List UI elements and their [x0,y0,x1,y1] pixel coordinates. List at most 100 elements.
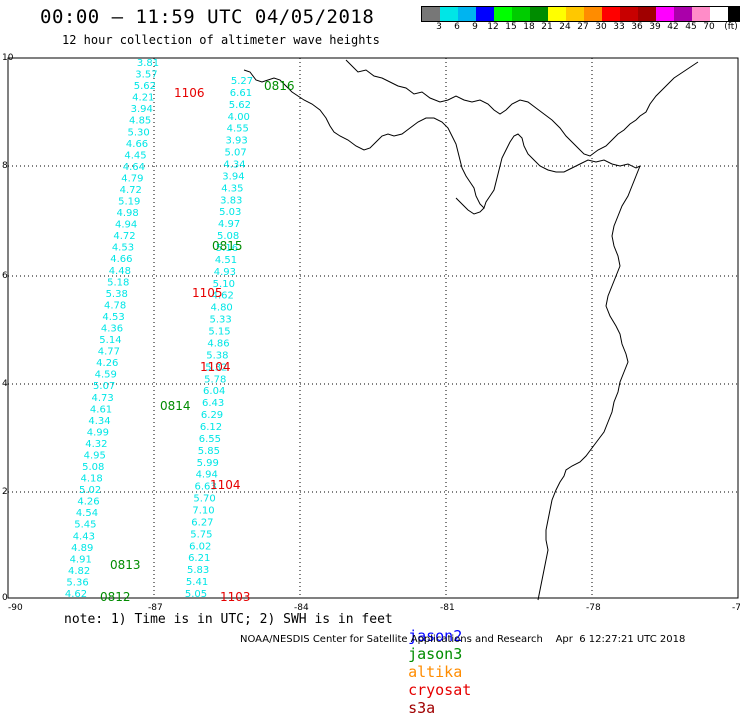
page-subtitle: 12 hour collection of altimeter wave hei… [62,33,380,47]
x-tick-label: -84 [294,603,309,613]
swh-value: 5.19 [118,197,140,208]
swh-value: 5.45 [74,520,96,531]
swh-value: 6.12 [200,422,222,433]
pass-time-label: 0813 [110,558,141,572]
colorbar-label: 3 [436,22,442,32]
page-title: 00:00 – 11:59 UTC 04/05/2018 [40,6,375,28]
map-canvas: -90-87-84-81-78-750246810 3.813.575.624.… [2,53,740,613]
colorbar-label: 12 [487,22,499,32]
x-tick-label: -81 [440,603,455,613]
swh-value: 4.66 [110,254,132,265]
x-tick-label: -87 [148,603,163,613]
swh-value: 4.86 [207,338,229,349]
swh-value: 5.07 [93,381,115,392]
x-tick-label: -90 [8,603,23,613]
colorbar-label: 27 [577,22,589,32]
colorbar-swatch [728,7,740,21]
colorbar-swatch [494,7,512,21]
swh-value: 5.75 [190,529,212,540]
swh-value: 5.38 [206,350,228,361]
map-frame [7,57,739,599]
swh-value: 6.61 [230,88,252,99]
swh-value: 6.04 [203,386,225,397]
colorbar-label: 18 [523,22,535,32]
swh-value: 6.29 [201,410,223,421]
swh-value: 6.02 [189,541,211,552]
swh-value: 7.10 [192,505,214,516]
swh-value: 4.73 [91,393,113,404]
colorbar-swatch [476,7,494,21]
legend-jason3: jason3 [408,645,463,663]
swh-value: 4.93 [214,267,236,278]
colorbar-swatch [530,7,548,21]
swh-value: 5.30 [127,127,149,138]
swh-value: 5.70 [193,494,215,505]
swh-value: 4.85 [129,116,151,127]
colorbar-swatch [548,7,566,21]
swh-value: 3.57 [135,70,157,81]
swh-value: 5.32 [205,362,227,373]
gulf-shore [455,197,485,215]
coastline [243,69,641,209]
colorbar-label: 9 [472,22,478,32]
swh-value: 4.72 [113,231,135,242]
swh-value: 4.94 [196,470,218,481]
colorbar-swatch [440,7,458,21]
swh-value: 4.62 [212,291,234,302]
swh-value: 4.80 [211,303,233,314]
pass-time-label: 1103 [220,590,251,604]
swh-value: 4.35 [221,183,243,194]
swh-value: 5.33 [209,315,231,326]
swh-value: 4.98 [117,208,139,219]
colorbar-label: 15 [505,22,517,32]
swh-value: 4.34 [88,416,110,427]
swh-value: 5.78 [204,374,226,385]
y-tick-label: 4 [2,379,8,389]
swh-value: 3.81 [137,58,159,69]
swh-value: 4.97 [218,219,240,230]
colorbar-label: 6 [454,22,460,32]
colorbar-swatch [458,7,476,21]
pass-time-label: 0812 [100,590,131,604]
legend-cryosat: cryosat [408,681,472,699]
colorbar-swatch [584,7,602,21]
pass-time-label: 1104 [210,478,241,492]
colorbar-swatch [674,7,692,21]
credit-footer: NOAA/NESDIS Center for Satellite Applica… [240,634,686,645]
swh-value: 5.15 [208,327,230,338]
swh-value: 5.16 [216,243,238,254]
pass-time-labels: 0816 1106 0815 1105 1104 0814 1104 0813 0812 1103 [100,79,295,604]
pass-time-label: 1104 [200,360,231,374]
swh-value: 5.14 [99,335,121,346]
swh-value: 4.62 [65,589,87,600]
colorbar-label: 21 [541,22,553,32]
swh-value: 4.18 [81,474,103,485]
swh-value: 4.26 [96,358,118,369]
colorbar-swatch [602,7,620,21]
swh-value: 4.64 [123,162,145,173]
pass-time-label: 0816 [264,79,295,93]
swh-value: 4.43 [73,531,95,542]
swh-value: 5.62 [229,100,251,111]
satellite-legend: jason2 jason3 altika cryosat s3a [390,609,479,717]
satellite-tracks: 3.813.575.624.213.944.855.304.664.454.64… [65,58,253,600]
swh-value: 4.95 [84,450,106,461]
y-tick-label: 0 [2,593,8,603]
swh-value: 5.62 [134,81,156,92]
x-tick-label: -75 [732,603,740,613]
swh-value: 5.36 [66,577,88,588]
swh-value: 6.55 [199,434,221,445]
coastline-south [537,165,641,601]
swh-value: 6.21 [188,553,210,564]
colorbar-swatch [638,7,656,21]
swh-value: 4.26 [77,497,99,508]
colorbar-label: 33 [613,22,625,32]
swh-value: 6.63 [194,482,216,493]
swh-value: 4.66 [126,139,148,150]
swh-value: 4.99 [87,427,109,438]
legend-s3a: s3a [408,699,436,717]
colorbar-label: 42 [667,22,679,32]
pass-time-label: 0814 [160,399,191,413]
colorbar-label: 70 [703,22,715,32]
swh-value: 4.77 [98,347,120,358]
